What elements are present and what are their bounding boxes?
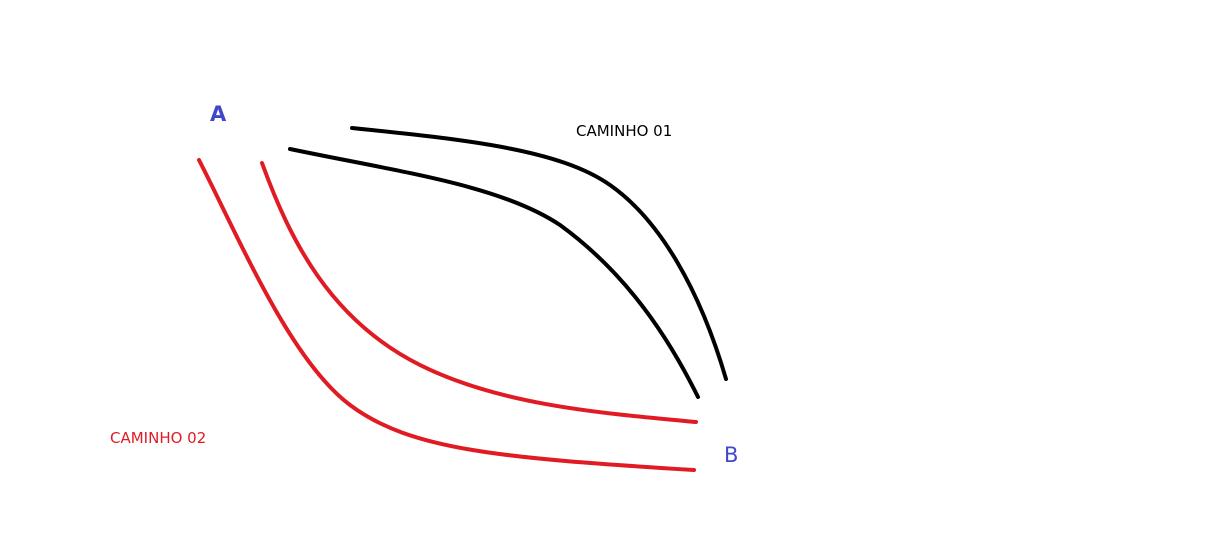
point-b-label: B: [724, 443, 738, 467]
path-02-inner-line: [260, 161, 698, 424]
path-01-label: CAMINHO 01: [576, 122, 672, 140]
path-01-inner-line: [288, 147, 700, 399]
point-a-label: A: [210, 102, 227, 126]
path-02-outer-line: [197, 158, 696, 472]
path-02-label: CAMINHO 02: [110, 429, 206, 447]
path-01-outer-line: [350, 126, 728, 381]
